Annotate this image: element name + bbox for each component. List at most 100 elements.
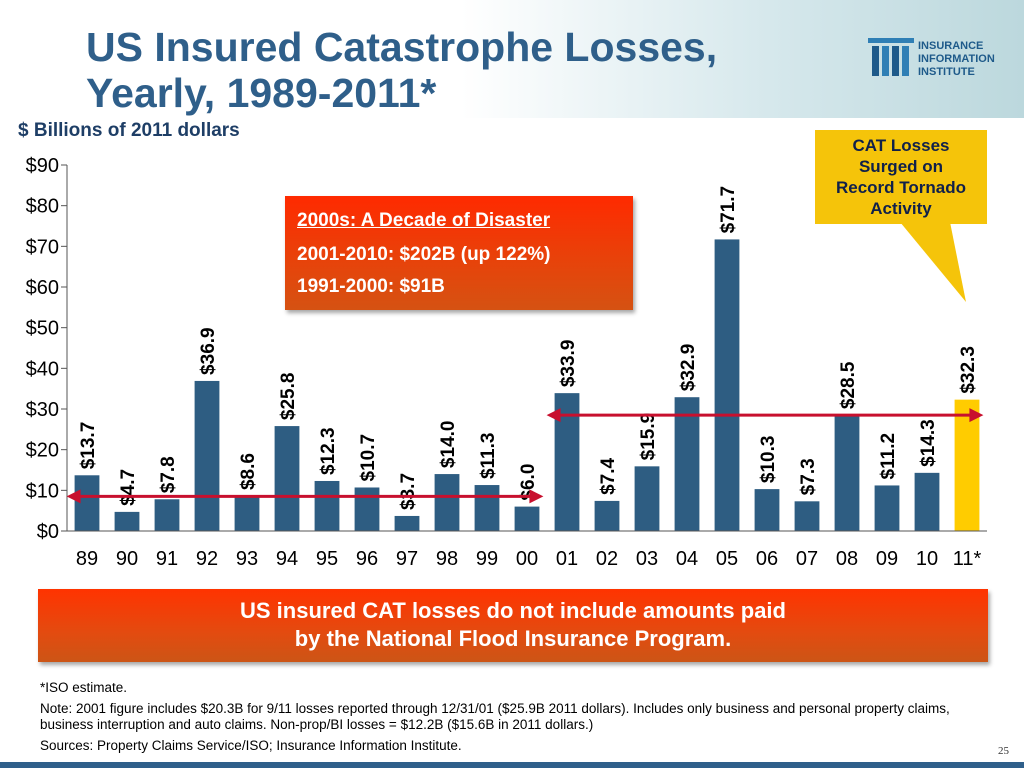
x-tick-label: 01: [556, 548, 578, 570]
bar-data-label: $11.3: [478, 433, 499, 480]
x-axis: 89 90 91 92 93 94 95 96 97 98 99 00 01 02 03 04 05 06 07 08…: [67, 530, 987, 570]
decade-summary-box: 2000s: A Decade of Disaster 2001-2010: $…: [285, 196, 633, 310]
x-tick-label: 08: [836, 548, 858, 570]
bar-98: [434, 474, 460, 531]
bar-10: [914, 472, 940, 531]
x-tick-label: 91: [156, 548, 178, 570]
decade-box-2000s: 2001-2010: $202B (up 122%): [297, 244, 551, 265]
catastrophe-loss-bar-chart: $0$10$20$30$40$50$60$70$80$90 $13.7$4.7 $…: [26, 155, 987, 570]
bar-05: [714, 239, 740, 532]
bar-data-label: $14.0: [438, 421, 459, 469]
bar-data-label: $8.6: [238, 453, 259, 490]
iso-note: *ISO estimate.: [40, 680, 128, 695]
x-tick-label: 95: [316, 548, 338, 570]
y-tick-label: $80: [26, 196, 59, 218]
bar-data-label: $6.0: [518, 464, 539, 501]
x-tick-label: 98: [436, 548, 458, 570]
bar-95: [314, 480, 340, 531]
x-tick-label: 90: [116, 548, 138, 570]
title-line-1: US Insured Catastrophe Losses,: [86, 24, 718, 70]
callout-line-4: Activity: [870, 199, 932, 218]
bar-data-label: $33.9: [558, 340, 579, 388]
bar-99: [474, 485, 500, 531]
bar-90: [114, 511, 140, 531]
bar-00: [514, 506, 540, 531]
arrowhead-right: [969, 408, 984, 423]
footnotes: *ISO estimate. Note: 2001 figure include…: [40, 680, 990, 759]
bar-92: [194, 380, 220, 531]
x-tick-label: 97: [396, 548, 418, 570]
logo-wordmark: INSURANCE INFORMATION INSTITUTE: [918, 40, 995, 79]
y-tick-label: $20: [26, 440, 59, 462]
y-tick-label: $0: [37, 521, 59, 543]
bar-data-label: $32.9: [678, 344, 699, 392]
bar-data-label: $28.5: [838, 361, 859, 409]
iii-logo-icon: [868, 38, 914, 76]
y-tick-label: $60: [26, 277, 59, 299]
y-axis: $0 $10 $20 $30 $40 $50 $60 $70 $80 $90: [26, 155, 68, 543]
callout-line-1: CAT Losses: [852, 136, 950, 155]
bar-data-label: $10.3: [758, 436, 779, 484]
x-tick-label: 96: [356, 548, 378, 570]
bar-data-label: $3.7: [398, 473, 419, 510]
x-tick-label: 92: [196, 548, 218, 570]
banner-line-1: US insured CAT losses do not include amo…: [240, 598, 786, 623]
page-title: US Insured Catastrophe Losses, Yearly, 1…: [86, 24, 717, 116]
logo-line-3: INSTITUTE: [918, 66, 975, 78]
bar-data-label: $14.3: [918, 419, 939, 467]
bar-data-label: $4.7: [118, 469, 139, 506]
bar-data-label: $11.2: [878, 433, 899, 480]
x-tick-label: 99: [476, 548, 498, 570]
bar-04: [674, 397, 700, 531]
flood-program-banner: US insured CAT losses do not include amo…: [38, 589, 988, 662]
x-tick-label: 07: [796, 548, 818, 570]
x-tick-label: 89: [76, 548, 98, 570]
callout-line-2: Surged on: [858, 157, 944, 176]
iii-logo: INSURANCE INFORMATION INSTITUTE: [868, 36, 1018, 86]
footer-rule: [0, 762, 1024, 768]
bar-91: [154, 499, 180, 531]
x-tick-label: 03: [636, 548, 658, 570]
x-tick-label: 11*: [953, 548, 982, 570]
banner-line-2: by the National Flood Insurance Program.: [294, 626, 732, 651]
bar-89: [74, 475, 100, 531]
callout-pointer: [900, 222, 966, 302]
bar-08: [834, 415, 860, 531]
methodology-note: Note: 2001 figure includes $20.3B for 9/…: [40, 701, 950, 732]
x-tick-label: 06: [756, 548, 778, 570]
x-tick-label: 04: [676, 548, 698, 570]
tornado-callout: CAT Losses Surged on Record Tornado Acti…: [815, 130, 987, 224]
bar-data-label: $71.7: [718, 186, 739, 234]
bar-data-label: $7.8: [158, 456, 179, 493]
bar-07: [794, 501, 820, 531]
bar-data-label: $7.4: [598, 457, 619, 494]
arrowhead-right: [529, 489, 544, 504]
x-tick-label: 05: [716, 548, 738, 570]
y-tick-label: $10: [26, 480, 59, 502]
y-tick-label: $50: [26, 318, 59, 340]
bar-93: [234, 496, 260, 531]
x-tick-label: 10: [916, 548, 938, 570]
bar-data-label: $12.3: [318, 427, 339, 475]
bar-02: [594, 500, 620, 531]
x-tick-label: 02: [596, 548, 618, 570]
y-tick-label: $70: [26, 236, 59, 258]
bar-data-label: $25.8: [278, 373, 299, 421]
x-tick-label: 94: [276, 548, 298, 570]
bar-data-label: $13.7: [78, 422, 99, 470]
bar-data-label: $32.3: [958, 346, 979, 394]
arrowhead-left: [66, 489, 81, 504]
bar-data-label: $10.7: [358, 434, 379, 482]
logo-line-1: INSURANCE: [918, 40, 984, 52]
decade-box-1990s: 1991-2000: $91B: [297, 276, 445, 297]
page-number: 25: [998, 745, 1009, 757]
bar-06: [754, 489, 780, 531]
bar-97: [394, 515, 420, 531]
title-line-2: Yearly, 1989-2011*: [86, 70, 437, 116]
x-tick-label: 93: [236, 548, 258, 570]
bar-03: [634, 466, 660, 531]
sources-note: Sources: Property Claims Service/ISO; In…: [40, 738, 462, 753]
bar-data-label: $7.3: [798, 458, 819, 495]
bar-09: [874, 485, 900, 531]
bar-data-label: $36.9: [198, 327, 219, 375]
